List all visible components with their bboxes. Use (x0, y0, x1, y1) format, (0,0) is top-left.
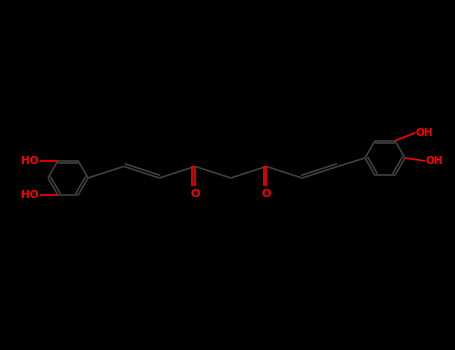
Text: OH: OH (426, 156, 444, 166)
Text: HO: HO (21, 190, 39, 200)
Text: HO: HO (21, 156, 39, 166)
Text: OH: OH (416, 128, 434, 138)
Text: O: O (190, 189, 200, 200)
Text: O: O (262, 189, 271, 200)
